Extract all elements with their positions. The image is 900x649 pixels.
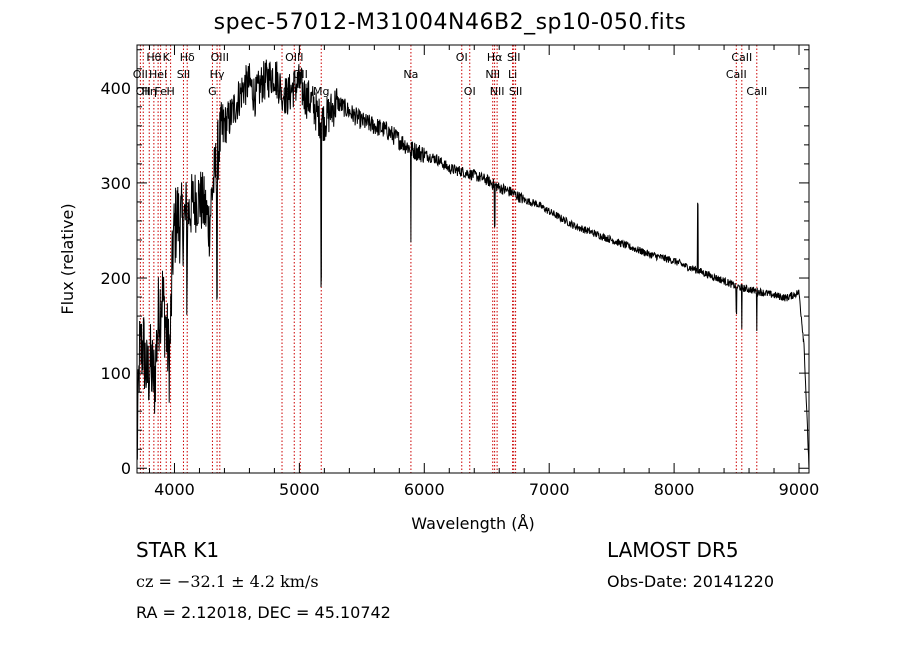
x-tick-label: 9000 bbox=[779, 480, 820, 499]
plot-axes: 4000 5000 6000 7000 8000 9000 0 100 200 300 400 Wav… bbox=[58, 44, 820, 533]
line-label-5: Fe bbox=[154, 85, 167, 98]
x-tick-label: 6000 bbox=[404, 480, 445, 499]
x-tick-label: 8000 bbox=[654, 480, 695, 499]
x-tick-label: 5000 bbox=[279, 480, 320, 499]
line-label-19: OI bbox=[464, 85, 476, 98]
x-tick-label: 4000 bbox=[154, 480, 195, 499]
line-label-18: OI bbox=[456, 51, 468, 64]
line-label-23: Li bbox=[508, 68, 517, 81]
line-label-21: Hα bbox=[487, 51, 503, 64]
line-label-0: OII bbox=[133, 68, 148, 81]
coordinates-readout: RA = 2.12018, DEC = 45.10742 bbox=[136, 603, 391, 622]
line-label-13: Hβ bbox=[274, 85, 289, 98]
y-tick-label: 400 bbox=[100, 79, 131, 98]
line-label-24: SII bbox=[507, 51, 520, 64]
spectrum-line bbox=[136, 59, 810, 468]
line-label-28: CaII bbox=[746, 85, 767, 98]
line-label-17: Na bbox=[403, 68, 418, 81]
line-label-12: OIII bbox=[211, 51, 229, 64]
line-label-16: Mg bbox=[313, 85, 329, 98]
line-label-7: H bbox=[166, 85, 174, 98]
y-tick-label: 200 bbox=[100, 269, 131, 288]
line-labels: OIIOIIHηHθHeIFeKHSIIHδGHγOIIIHβOIIIOIIMg… bbox=[133, 51, 767, 98]
line-label-25: SII bbox=[509, 85, 522, 98]
line-label-1: OII bbox=[136, 85, 151, 98]
spectrum-series bbox=[136, 59, 810, 468]
line-label-9: Hδ bbox=[180, 51, 195, 64]
line-label-6: K bbox=[163, 51, 171, 64]
line-label-4: HeI bbox=[149, 68, 167, 81]
x-axis-label: Wavelength (Å) bbox=[411, 514, 534, 533]
line-label-2: Hη bbox=[142, 85, 157, 98]
line-label-8: SII bbox=[177, 68, 190, 81]
observation-date: Obs-Date: 20141220 bbox=[607, 572, 775, 591]
line-label-22: NII bbox=[490, 85, 505, 98]
y-tick-label: 0 bbox=[121, 459, 131, 478]
x-tick-label: 7000 bbox=[529, 480, 570, 499]
line-label-14: OIII bbox=[285, 51, 303, 64]
survey-label: LAMOST DR5 bbox=[607, 538, 739, 562]
line-label-26: CaII bbox=[726, 68, 747, 81]
line-label-15: OII bbox=[293, 68, 308, 81]
line-label-10: G bbox=[208, 85, 217, 98]
line-label-3: Hθ bbox=[146, 51, 161, 64]
y-axis-label: Flux (relative) bbox=[58, 203, 77, 314]
y-tick-label: 300 bbox=[100, 174, 131, 193]
redshift-readout: cz = −32.1 ± 4.2 km/s bbox=[136, 572, 319, 591]
y-tick-label: 100 bbox=[100, 364, 131, 383]
line-label-11: Hγ bbox=[210, 68, 225, 81]
object-class-label: STAR K1 bbox=[136, 538, 220, 562]
line-label-20: NII bbox=[485, 68, 500, 81]
chart-title: spec-57012-M31004N46B2_sp10-050.fits bbox=[213, 10, 687, 35]
line-label-27: CaII bbox=[731, 51, 752, 64]
